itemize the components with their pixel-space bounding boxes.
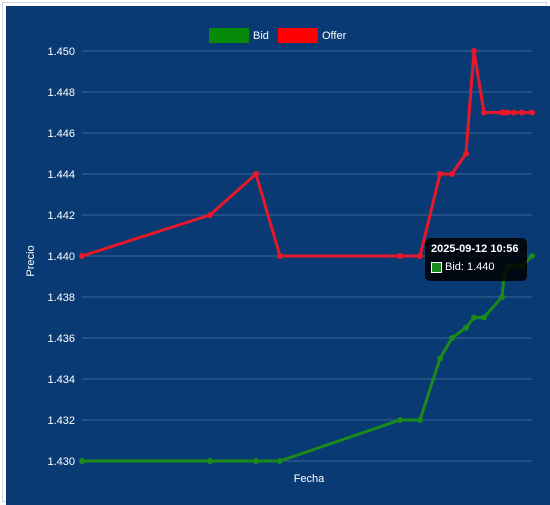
data-point-bid[interactable]: [79, 458, 85, 464]
y-axis-ticks: 1.430 1.432 1.434 1.436 1.438 1.440 1.442 1.444…: [47, 46, 75, 468]
y-tick-label: 1.440: [47, 251, 75, 263]
legend-swatch-bid[interactable]: [209, 28, 249, 43]
data-point-bid[interactable]: [397, 417, 403, 423]
chart-panel: 1.430 1.432 1.434 1.436 1.438 1.440 1.442 1.444…: [6, 6, 550, 505]
x-axis-title: Fecha: [294, 473, 325, 485]
tooltip-row: Bid: 1.440: [431, 261, 521, 273]
y-tick-label: 1.432: [47, 415, 75, 427]
y-axis-title: Precio: [25, 245, 37, 276]
tooltip-title: 2025-09-12 10:56: [431, 243, 519, 255]
data-point-bid[interactable]: [437, 355, 443, 362]
legend-label-offer[interactable]: Offer: [322, 30, 347, 42]
y-tick-label: 1.430: [47, 456, 75, 468]
data-point-offer[interactable]: [207, 212, 213, 218]
tooltip-swatch-icon: [431, 261, 442, 273]
data-point-offer[interactable]: [79, 253, 85, 259]
y-tick-label: 1.434: [47, 374, 75, 386]
grid-lines: [82, 50, 532, 462]
series-layer: [79, 48, 535, 464]
tooltip-label: Bid: 1.440: [445, 261, 495, 273]
legend[interactable]: Bid Offer: [209, 28, 347, 43]
data-point-offer[interactable]: [529, 109, 535, 116]
y-tick-label: 1.450: [47, 46, 75, 58]
data-point-offer[interactable]: [449, 171, 455, 177]
y-tick-label: 1.446: [47, 128, 75, 140]
legend-swatch-offer[interactable]: [278, 28, 318, 43]
data-point-bid[interactable]: [471, 314, 477, 321]
y-tick-label: 1.448: [47, 87, 75, 99]
data-point-bid[interactable]: [277, 458, 283, 464]
y-tick-label: 1.444: [47, 169, 75, 181]
data-point-offer[interactable]: [397, 253, 403, 259]
data-point-bid[interactable]: [529, 253, 535, 259]
data-point-offer[interactable]: [463, 150, 469, 157]
data-point-offer[interactable]: [437, 171, 443, 177]
series-offer: [79, 48, 535, 259]
y-tick-label: 1.436: [47, 333, 75, 345]
y-tick-label: 1.442: [47, 210, 75, 222]
data-point-bid[interactable]: [481, 314, 487, 321]
data-point-offer[interactable]: [417, 253, 423, 259]
data-point-offer[interactable]: [481, 109, 487, 116]
data-point-bid[interactable]: [499, 294, 505, 300]
data-point-offer[interactable]: [505, 109, 511, 116]
y-tick-label: 1.438: [47, 292, 75, 304]
data-point-bid[interactable]: [253, 458, 259, 464]
data-point-bid[interactable]: [417, 417, 423, 423]
data-point-offer[interactable]: [511, 109, 517, 116]
data-point-offer[interactable]: [471, 48, 477, 54]
hover-tooltip: 2025-09-12 10:56 Bid: 1.440: [425, 238, 527, 281]
data-point-offer[interactable]: [519, 109, 525, 116]
data-point-offer[interactable]: [277, 253, 283, 259]
data-point-offer[interactable]: [253, 171, 259, 177]
legend-label-bid[interactable]: Bid: [253, 30, 269, 42]
data-point-bid[interactable]: [449, 335, 455, 341]
data-point-bid[interactable]: [207, 458, 213, 464]
data-point-bid[interactable]: [463, 324, 469, 331]
